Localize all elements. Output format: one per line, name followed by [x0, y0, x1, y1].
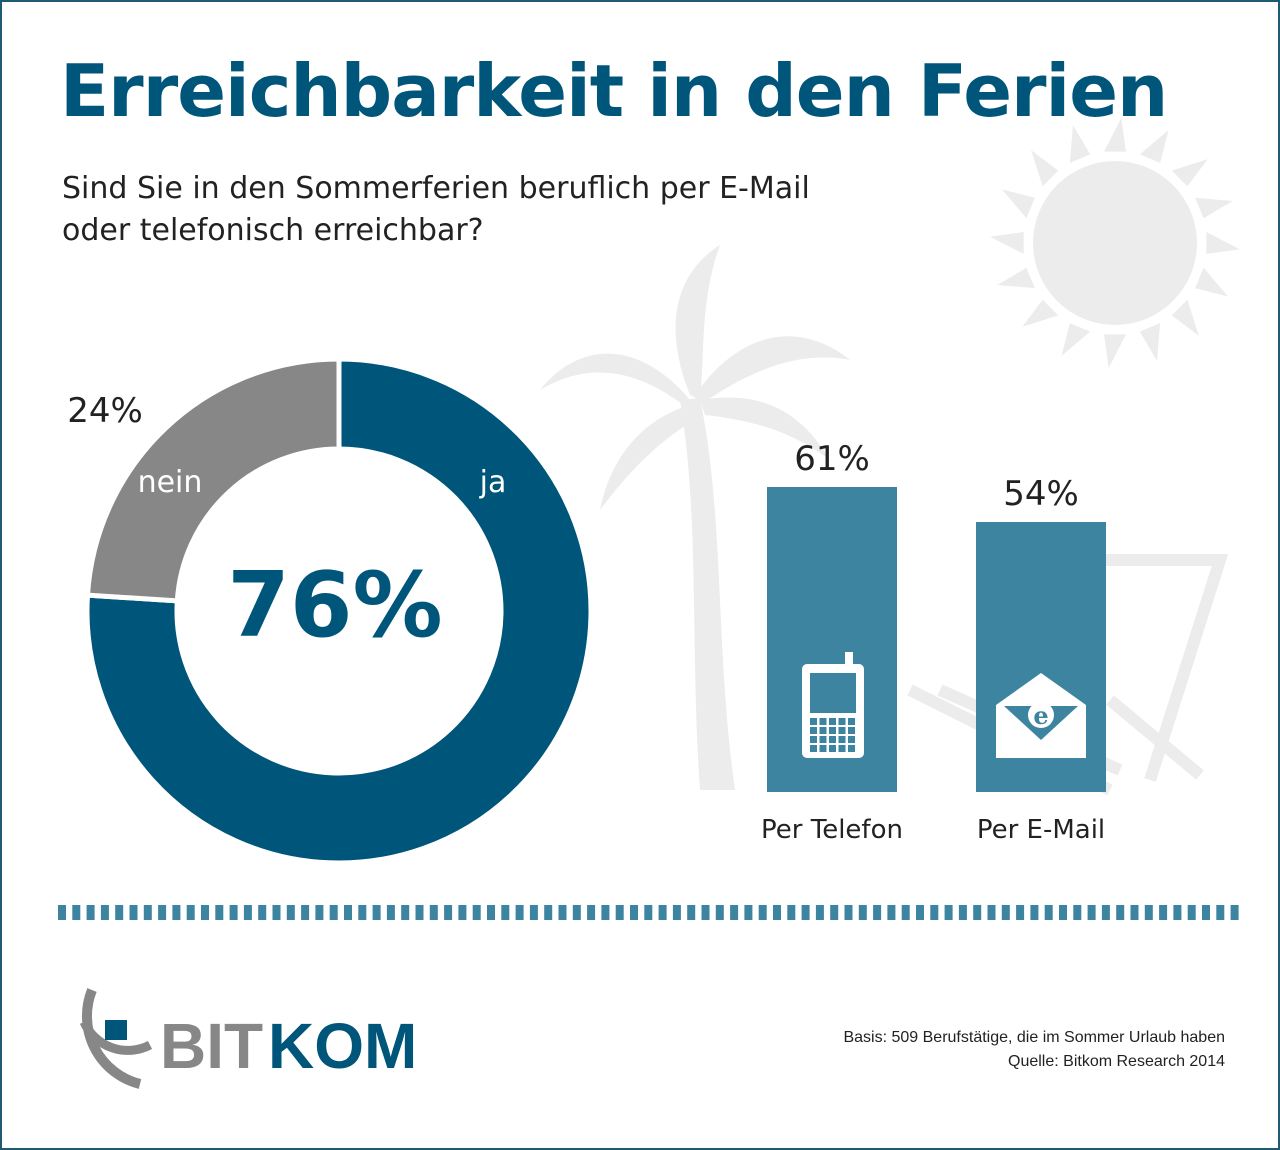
- slice-label-nein: nein: [138, 465, 203, 500]
- slice-label-ja: ja: [479, 465, 507, 500]
- donut-chart: [84, 356, 594, 866]
- donut-slice-ja: [84, 356, 594, 866]
- page-title: Erreichbarkeit in den Ferien: [60, 49, 1168, 133]
- footer-notes: Basis: 509 Berufstätige, die im Sommer U…: [843, 1026, 1225, 1074]
- bar-value-label: 54%: [1003, 474, 1079, 514]
- donut-center-label: 76%: [227, 553, 442, 658]
- logo-text-bit: BIT: [160, 1010, 263, 1082]
- subtitle-line-1: Sind Sie in den Sommerferien beruflich p…: [62, 171, 810, 206]
- subtitle-line-2: oder telefonisch erreichbar?: [62, 213, 484, 248]
- bar-category-label: Per Telefon: [761, 815, 903, 845]
- bar-value-label: 61%: [794, 439, 870, 479]
- bar-chart: 61% Per Telefon 54% Per E-Mail e: [761, 439, 1106, 845]
- sun-icon: [990, 118, 1240, 368]
- bar-category-label: Per E-Mail: [977, 815, 1105, 845]
- footer-basis: Basis: 509 Berufstätige, die im Sommer U…: [843, 1029, 1225, 1046]
- dashed-divider: [58, 905, 1239, 920]
- mobile-phone-icon: [802, 652, 864, 758]
- palm-tree-icon: [540, 245, 850, 790]
- subtitle: Sind Sie in den Sommerferien beruflich p…: [62, 168, 862, 252]
- svg-text:e: e: [1033, 701, 1048, 730]
- slice-value-nein: 24%: [67, 391, 143, 431]
- envelope-email-icon: e: [996, 673, 1086, 758]
- footer-source: Quelle: Bitkom Research 2014: [1008, 1053, 1225, 1070]
- bitkom-logo: BIT KOM: [79, 988, 417, 1089]
- donut-slice-nein: [84, 356, 342, 604]
- logo-text-kom: KOM: [268, 1010, 417, 1082]
